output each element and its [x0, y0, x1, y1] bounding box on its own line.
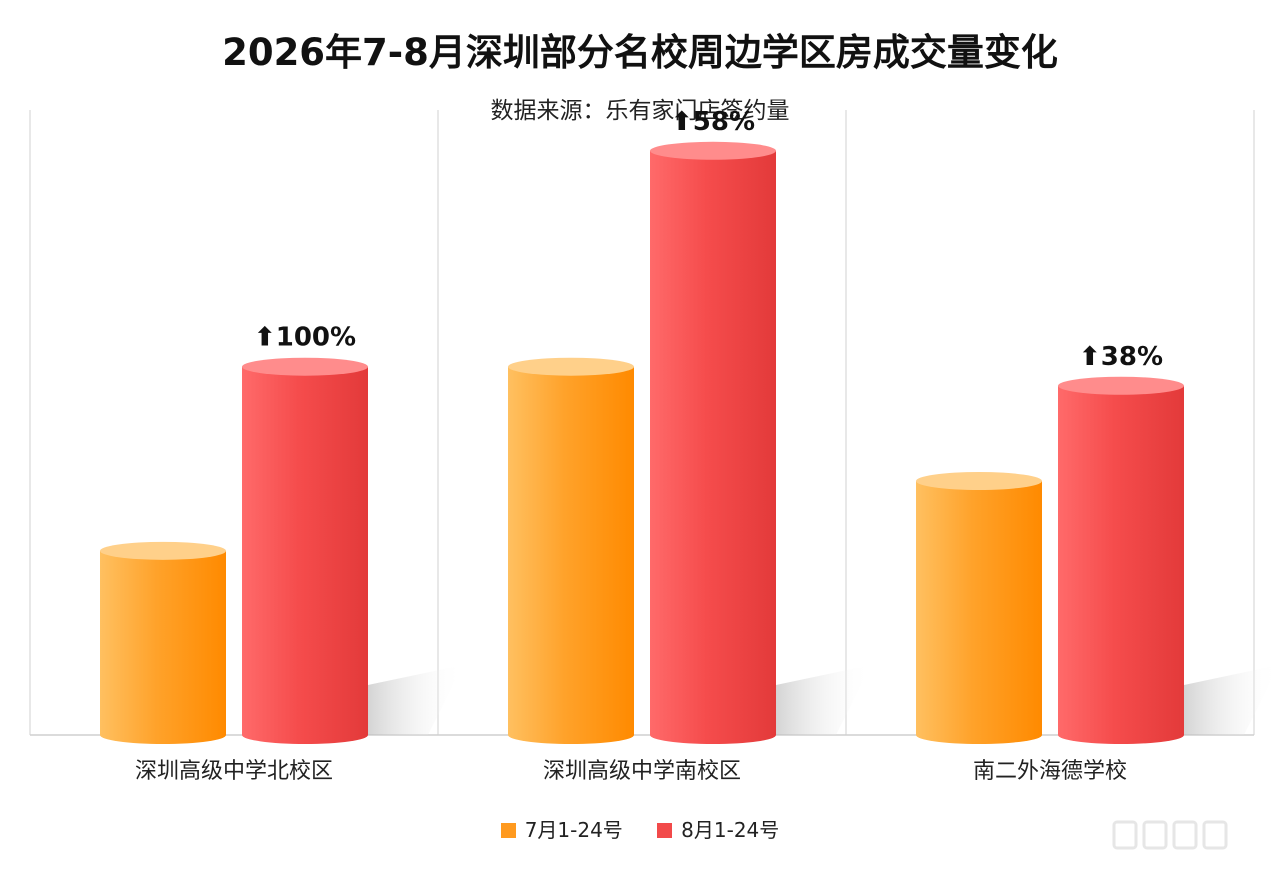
bar-august — [650, 150, 776, 745]
bar-cap-july — [916, 472, 1042, 490]
percent-change-label: ⬆100% — [254, 323, 356, 353]
chart-title: 2026年7-8月深圳部分名校周边学区房成交量变化 — [222, 31, 1058, 74]
bar-july — [100, 550, 226, 744]
labels: ⬆100% 深圳高级中学北校区 ⬆58% 深圳高级中学南校区 ⬆38% 南二外海德学校 — [135, 107, 1163, 784]
bar-shadows — [368, 665, 1279, 735]
percent-change-label: ⬆38% — [1079, 342, 1163, 372]
watermark-logo — [1112, 816, 1252, 856]
legend-swatch-july — [500, 823, 516, 838]
bar-shadow — [776, 665, 871, 735]
percent-change-label: ⬆58% — [671, 107, 755, 137]
legend-item-july: 7月1-24号 — [500, 814, 623, 843]
legend-label-august: 8月1-24号 — [681, 818, 780, 842]
bar-july — [508, 366, 634, 744]
bar-shadow — [368, 665, 463, 735]
category-label: 深圳高级中学北校区 — [135, 759, 333, 784]
bar-august — [242, 366, 368, 744]
category-label: 南二外海德学校 — [973, 759, 1127, 784]
legend: 7月1-24号 8月1-24号 — [0, 814, 1280, 843]
bar-cap-august — [1058, 376, 1184, 395]
bar-august — [1058, 385, 1184, 744]
bar-cap-august — [650, 141, 776, 160]
bar-cap-august — [242, 357, 368, 376]
bar-cap-july — [100, 541, 226, 560]
bars — [100, 141, 1184, 745]
watermark-graphic — [1112, 820, 1228, 850]
legend-label-july: 7月1-24号 — [524, 818, 623, 842]
bar-shadow — [1184, 665, 1279, 735]
bar-cap-july — [508, 357, 634, 376]
legend-item-august: 8月1-24号 — [657, 814, 779, 843]
category-label: 深圳高级中学南校区 — [543, 759, 741, 784]
legend-swatch-august — [657, 823, 673, 838]
chart-subtitle: 数据来源：乐有家门店签约量 — [490, 98, 790, 124]
panel-dividers — [29, 110, 1255, 736]
bar-july — [916, 481, 1042, 744]
